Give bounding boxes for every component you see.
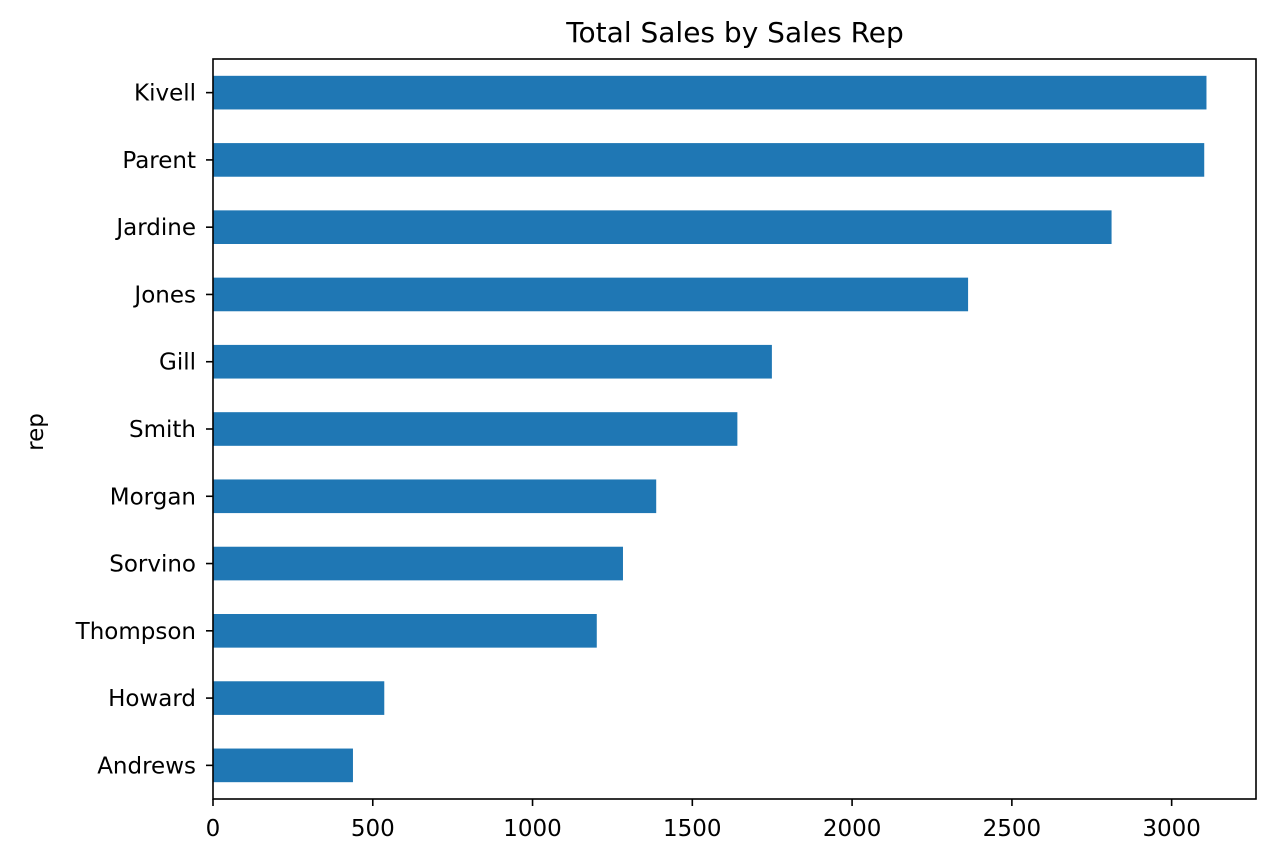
y-tick-label-gill: Gill: [159, 350, 196, 376]
x-tick-label-1500: 1500: [663, 816, 722, 842]
y-tick-label-smith: Smith: [129, 417, 196, 443]
y-tick-label-kivell: Kivell: [134, 81, 196, 107]
bar-sorvino: [213, 546, 623, 581]
plot-frame: [212, 58, 1257, 800]
x-tick-label-1000: 1000: [503, 816, 562, 842]
x-ticks-group: 0 500 1000 1500 2000 2500 3000: [206, 799, 1201, 842]
y-tick-label-sorvino: Sorvino: [109, 552, 196, 578]
y-tick-label-morgan: Morgan: [110, 484, 196, 510]
y-axis-label: rep: [23, 413, 49, 451]
bar-morgan: [213, 479, 657, 514]
bar-smith: [213, 412, 738, 446]
bar-jardine: [213, 210, 1112, 244]
x-tick-label-2000: 2000: [823, 816, 882, 842]
y-tick-label-thompson: Thompson: [75, 619, 196, 645]
chart-title: Total Sales by Sales Rep: [565, 16, 904, 49]
x-tick-label-2500: 2500: [983, 816, 1042, 842]
bar-andrews: [213, 748, 353, 783]
bar-kivell: [213, 75, 1207, 110]
y-tick-label-howard: Howard: [108, 686, 196, 712]
bar-parent: [213, 143, 1205, 177]
x-tick-label-500: 500: [351, 816, 395, 842]
y-tick-label-jardine: Jardine: [114, 215, 196, 241]
bars-group: [213, 75, 1207, 783]
y-tick-label-jones: Jones: [132, 282, 196, 308]
bar-howard: [213, 681, 385, 715]
x-tick-label-3000: 3000: [1142, 816, 1201, 842]
bar-jones: [213, 277, 969, 312]
x-tick-label-0: 0: [206, 816, 221, 842]
y-tick-label-andrews: Andrews: [97, 753, 196, 779]
bar-gill: [213, 344, 772, 379]
y-tick-label-parent: Parent: [122, 148, 196, 174]
bar-thompson: [213, 614, 597, 648]
y-ticks-group: Kivell Parent Jardine Jones Gill Smith Morgan S…: [75, 81, 213, 779]
